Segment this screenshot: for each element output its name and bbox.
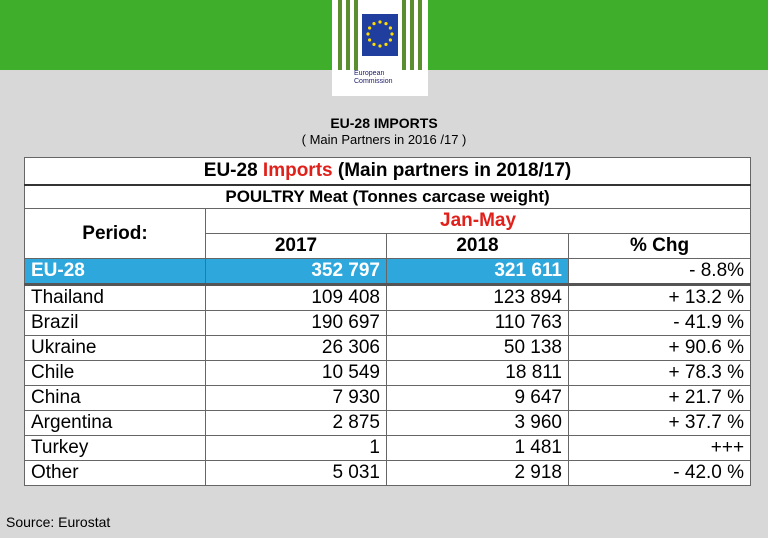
row-value-2017: 2 875 [205, 410, 387, 436]
row-change: - 8.8% [567, 258, 752, 286]
row-name: EU-28 [24, 258, 206, 286]
european-commission-logo: European Commission [332, 0, 428, 96]
imports-table: EU-28 Imports (Main partners in 2018/17)… [23, 157, 752, 486]
column-header-2018: 2018 [386, 233, 569, 259]
table-subtitle-row: POULTRY Meat (Tonnes carcase weight) [23, 184, 752, 209]
row-name: China [24, 385, 206, 411]
row-value-2017: 10 549 [205, 360, 387, 386]
table-title-prefix: EU-28 [203, 160, 263, 181]
row-change: + 37.7 % [567, 410, 752, 436]
row-change: - 41.9 % [567, 310, 752, 336]
column-header-2017: 2017 [205, 233, 387, 259]
page-title: EU-28 IMPORTS [330, 115, 438, 131]
table-row: Turkey 1 1 481 +++ [24, 435, 752, 461]
table-row: Other 5 031 2 918 - 42.0 % [24, 460, 752, 486]
row-name: Chile [24, 360, 206, 386]
row-value-2018: 18 811 [386, 360, 569, 386]
row-value-2017: 352 797 [205, 258, 387, 286]
row-change: + 21.7 % [567, 385, 752, 411]
period-value: Jan-May [204, 208, 752, 234]
row-value-2017: 1 [205, 435, 387, 461]
source-note: Source: Eurostat [6, 514, 111, 530]
row-name: Other [24, 460, 206, 486]
table-row: Brazil 190 697 110 763 - 41.9 % [24, 310, 752, 336]
row-value-2018: 321 611 [386, 258, 569, 286]
row-value-2018: 50 138 [386, 335, 569, 361]
table-row: Argentina 2 875 3 960 + 37.7 % [24, 410, 752, 436]
row-change: + 90.6 % [567, 335, 752, 361]
table-row: Thailand 109 408 123 894 + 13.2 % [24, 284, 752, 311]
table-title-row: EU-28 Imports (Main partners in 2018/17) [23, 157, 752, 186]
row-value-2018: 123 894 [386, 284, 569, 311]
building-logo-icon [338, 0, 422, 70]
period-label: Period: [24, 208, 206, 259]
table-row: Ukraine 26 306 50 138 + 90.6 % [24, 335, 752, 361]
row-value-2018: 3 960 [386, 410, 569, 436]
table-row-eu28: EU-28 352 797 321 611 - 8.8% [24, 258, 752, 286]
row-change: - 42.0 % [567, 460, 752, 486]
logo-text: European Commission [354, 70, 393, 85]
row-value-2017: 109 408 [205, 284, 387, 311]
table-title: EU-28 Imports (Main partners in 2018/17) [23, 157, 752, 186]
table-row: China 7 930 9 647 + 21.7 % [24, 385, 752, 411]
table-title-highlight: Imports [262, 160, 333, 181]
row-name: Brazil [24, 310, 206, 336]
column-header-chg: % Chg [567, 233, 752, 259]
row-value-2017: 7 930 [205, 385, 387, 411]
row-change: +++ [567, 435, 752, 461]
row-name: Thailand [24, 284, 206, 311]
period-row: Period: Jan-May [24, 208, 752, 259]
row-name: Ukraine [24, 335, 206, 361]
row-change: + 78.3 % [567, 360, 752, 386]
row-value-2017: 190 697 [205, 310, 387, 336]
row-value-2017: 5 031 [205, 460, 387, 486]
row-value-2018: 1 481 [386, 435, 569, 461]
table-subtitle: POULTRY Meat (Tonnes carcase weight) [23, 184, 752, 209]
row-value-2018: 2 918 [386, 460, 569, 486]
row-name: Turkey [24, 435, 206, 461]
table-title-suffix: (Main partners in 2018/17) [332, 160, 572, 181]
page-subtitle: ( Main Partners in 2016 /17 ) [301, 132, 467, 147]
row-change: + 13.2 % [567, 284, 752, 311]
row-value-2017: 26 306 [205, 335, 387, 361]
row-name: Argentina [24, 410, 206, 436]
row-value-2018: 9 647 [386, 385, 569, 411]
table-row: Chile 10 549 18 811 + 78.3 % [24, 360, 752, 386]
column-header-row: 2017 2018 % Chg [25, 233, 752, 259]
row-value-2018: 110 763 [386, 310, 569, 336]
